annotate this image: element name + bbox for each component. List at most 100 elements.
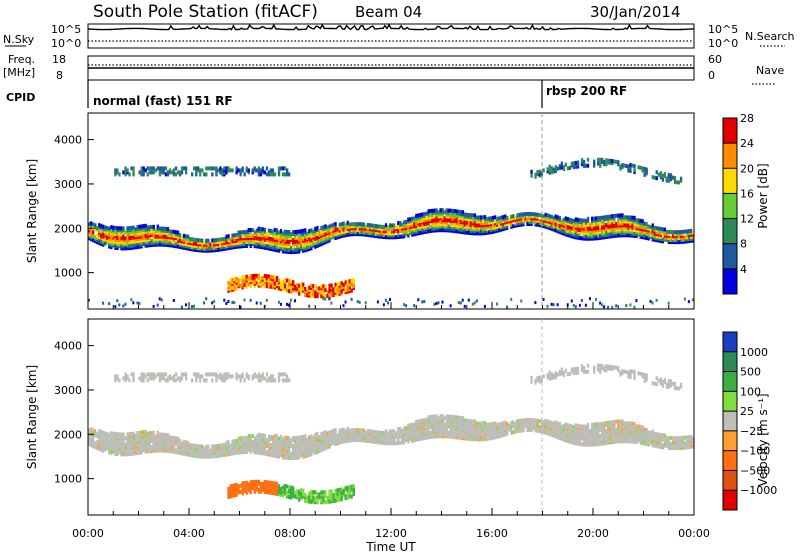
power-cell xyxy=(457,301,460,304)
velocity-cell xyxy=(233,491,236,496)
power-cell xyxy=(277,248,281,253)
velocity-cell xyxy=(172,435,176,440)
velocity-cell xyxy=(193,443,196,448)
velocity-cell xyxy=(445,414,448,419)
power-cell xyxy=(170,239,174,244)
power-cell xyxy=(164,166,168,171)
power-cell xyxy=(243,279,246,283)
velocity-cell xyxy=(164,372,168,377)
power-cell xyxy=(435,302,438,305)
power-cell xyxy=(237,278,240,283)
velocity-cell xyxy=(102,430,105,435)
velocity-cell xyxy=(150,431,153,435)
power-cell xyxy=(471,217,475,222)
power-cell xyxy=(336,231,339,236)
power-cell xyxy=(663,172,666,177)
power-cell xyxy=(326,225,329,230)
power-cell xyxy=(326,293,329,298)
power-cell xyxy=(556,215,559,220)
velocity-cell xyxy=(324,438,327,443)
power-cell xyxy=(566,166,569,171)
power-cell xyxy=(403,303,406,307)
power-cell xyxy=(225,166,228,171)
power-cell xyxy=(669,173,673,178)
power-colorbar-swatch xyxy=(723,118,737,144)
power-cell xyxy=(195,242,198,246)
power-cell xyxy=(320,284,323,289)
power-cell xyxy=(623,215,626,220)
power-cell xyxy=(639,218,642,223)
power-colorbar-swatch xyxy=(723,218,737,244)
power-cell xyxy=(368,231,372,236)
power-cell xyxy=(330,223,333,228)
power-cell xyxy=(459,210,462,214)
power-cell xyxy=(586,216,590,221)
velocity-cell xyxy=(257,479,260,484)
velocity-cell xyxy=(267,480,271,485)
velocity-cell xyxy=(126,432,129,437)
power-cell xyxy=(463,304,466,308)
power-cell xyxy=(152,304,155,308)
power-cell xyxy=(334,222,337,227)
velocity-cell xyxy=(348,485,351,490)
power-cell xyxy=(193,166,196,171)
power-cell xyxy=(288,303,290,307)
velocity-cell xyxy=(283,484,287,488)
velocity-cell xyxy=(217,453,220,458)
velocity-cell xyxy=(419,436,422,441)
velocity-cell xyxy=(302,448,305,453)
power-cell xyxy=(277,230,281,235)
velocity-cell xyxy=(322,498,325,503)
velocity-cell xyxy=(306,499,309,504)
power-cell xyxy=(275,244,279,249)
power-cell xyxy=(257,226,260,231)
velocity-cell xyxy=(229,488,232,493)
velocity-cell xyxy=(126,374,129,379)
velocity-cell xyxy=(235,444,238,449)
power-cell xyxy=(334,286,337,291)
velocity-cell xyxy=(164,440,168,445)
power-cell xyxy=(263,278,266,282)
velocity-cell xyxy=(332,499,335,503)
velocity-cell xyxy=(310,495,313,500)
power-cell xyxy=(572,161,576,166)
velocity-cell xyxy=(348,489,351,494)
power-cell xyxy=(267,232,271,237)
power-cell xyxy=(243,298,246,302)
power-cell xyxy=(574,231,578,236)
power-cell xyxy=(635,218,638,223)
velocity-cell xyxy=(158,448,161,453)
velocity-cell xyxy=(405,435,408,440)
velocity-cell xyxy=(346,426,349,431)
power-cell xyxy=(298,291,301,296)
power-cell xyxy=(286,229,289,234)
power-cell xyxy=(352,222,355,227)
power-cell xyxy=(174,172,178,177)
velocity-cell xyxy=(118,378,121,383)
power-cell xyxy=(673,180,677,184)
velocity-cell xyxy=(443,422,446,427)
power-cell xyxy=(431,208,434,213)
power-cell xyxy=(118,172,121,177)
power-cell xyxy=(490,216,493,221)
power-cell xyxy=(619,213,622,218)
power-cell xyxy=(627,215,630,220)
freq-label: Freq. xyxy=(8,53,35,66)
velocity-cell xyxy=(500,421,503,426)
power-cell xyxy=(219,166,222,171)
power-cell xyxy=(314,226,317,231)
velocity-cell xyxy=(122,440,125,445)
power-cell xyxy=(536,212,539,217)
velocity-cell xyxy=(340,495,343,500)
velocity-cell xyxy=(118,438,121,443)
freq-unit-label: [MHz] xyxy=(3,66,35,79)
velocity-cell xyxy=(241,436,244,441)
power-cell xyxy=(532,212,535,217)
velocity-cell xyxy=(310,499,313,504)
power-cell xyxy=(574,160,578,165)
velocity-cell xyxy=(144,429,147,434)
power-cell xyxy=(273,281,277,286)
velocity-cell xyxy=(152,430,155,435)
power-cell xyxy=(550,302,553,306)
velocity-cell xyxy=(296,441,299,446)
